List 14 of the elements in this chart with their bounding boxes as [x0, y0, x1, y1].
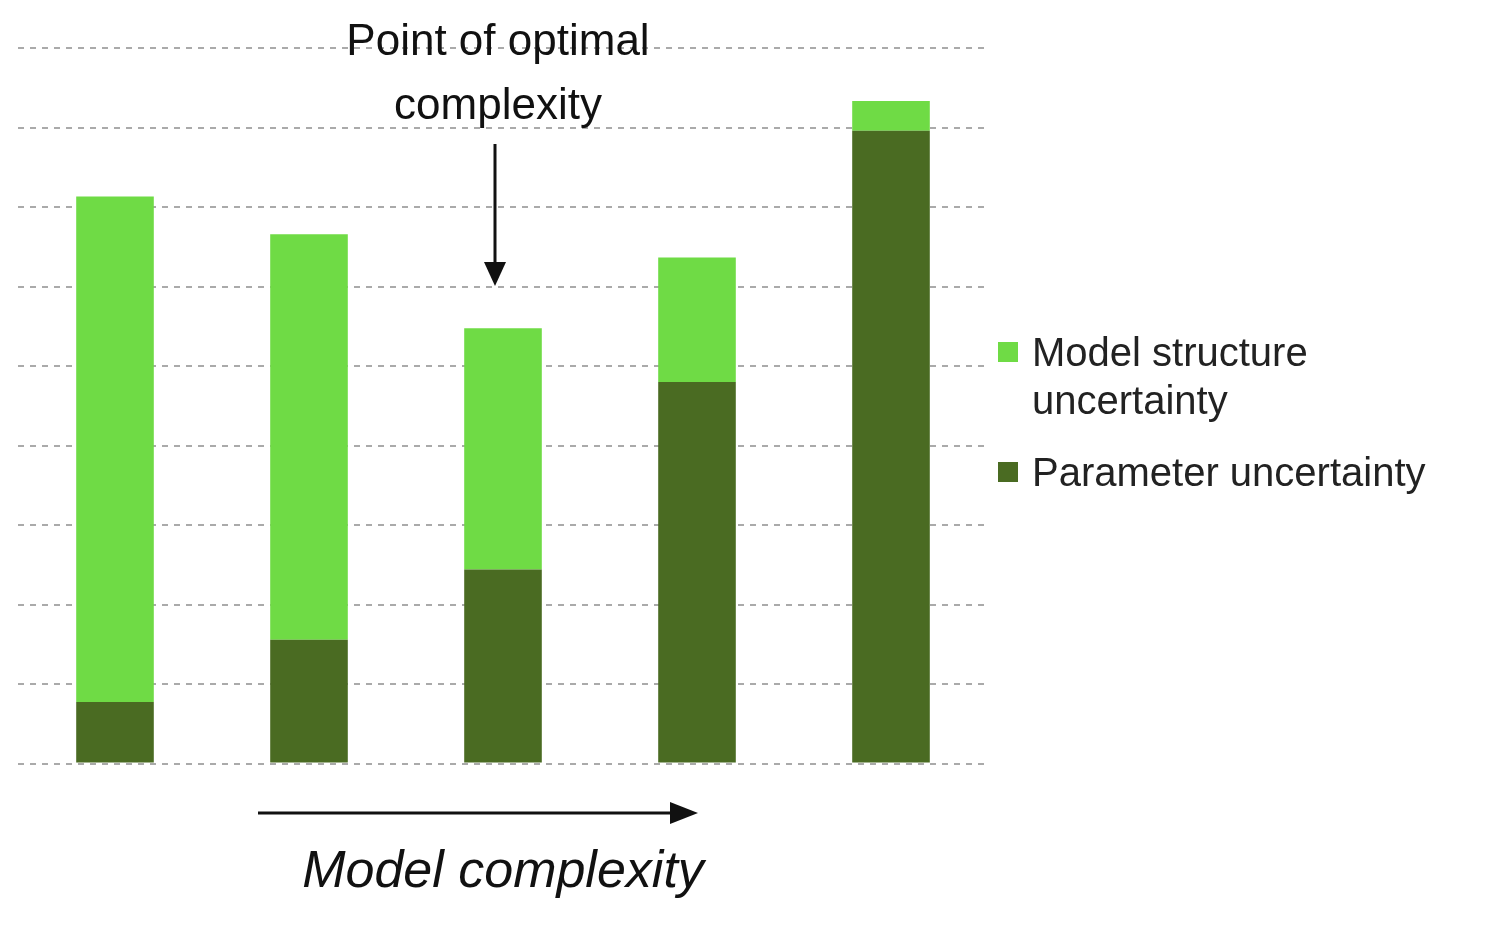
- bar: [270, 234, 348, 640]
- bar: [76, 196, 154, 702]
- bar: [658, 381, 736, 763]
- annotation: Point of optimal complexity: [345, 14, 651, 130]
- legend-label: Parameter uncertainty: [1032, 449, 1426, 496]
- legend-label: Model structure uncertainty: [1032, 329, 1309, 424]
- bar: [76, 701, 154, 763]
- bar: [270, 639, 348, 763]
- bar: [852, 101, 930, 131]
- bar: [464, 328, 542, 570]
- bar: [852, 130, 930, 763]
- bar: [464, 569, 542, 763]
- bar: [658, 257, 736, 382]
- x-axis-title: Model complexity: [302, 840, 707, 899]
